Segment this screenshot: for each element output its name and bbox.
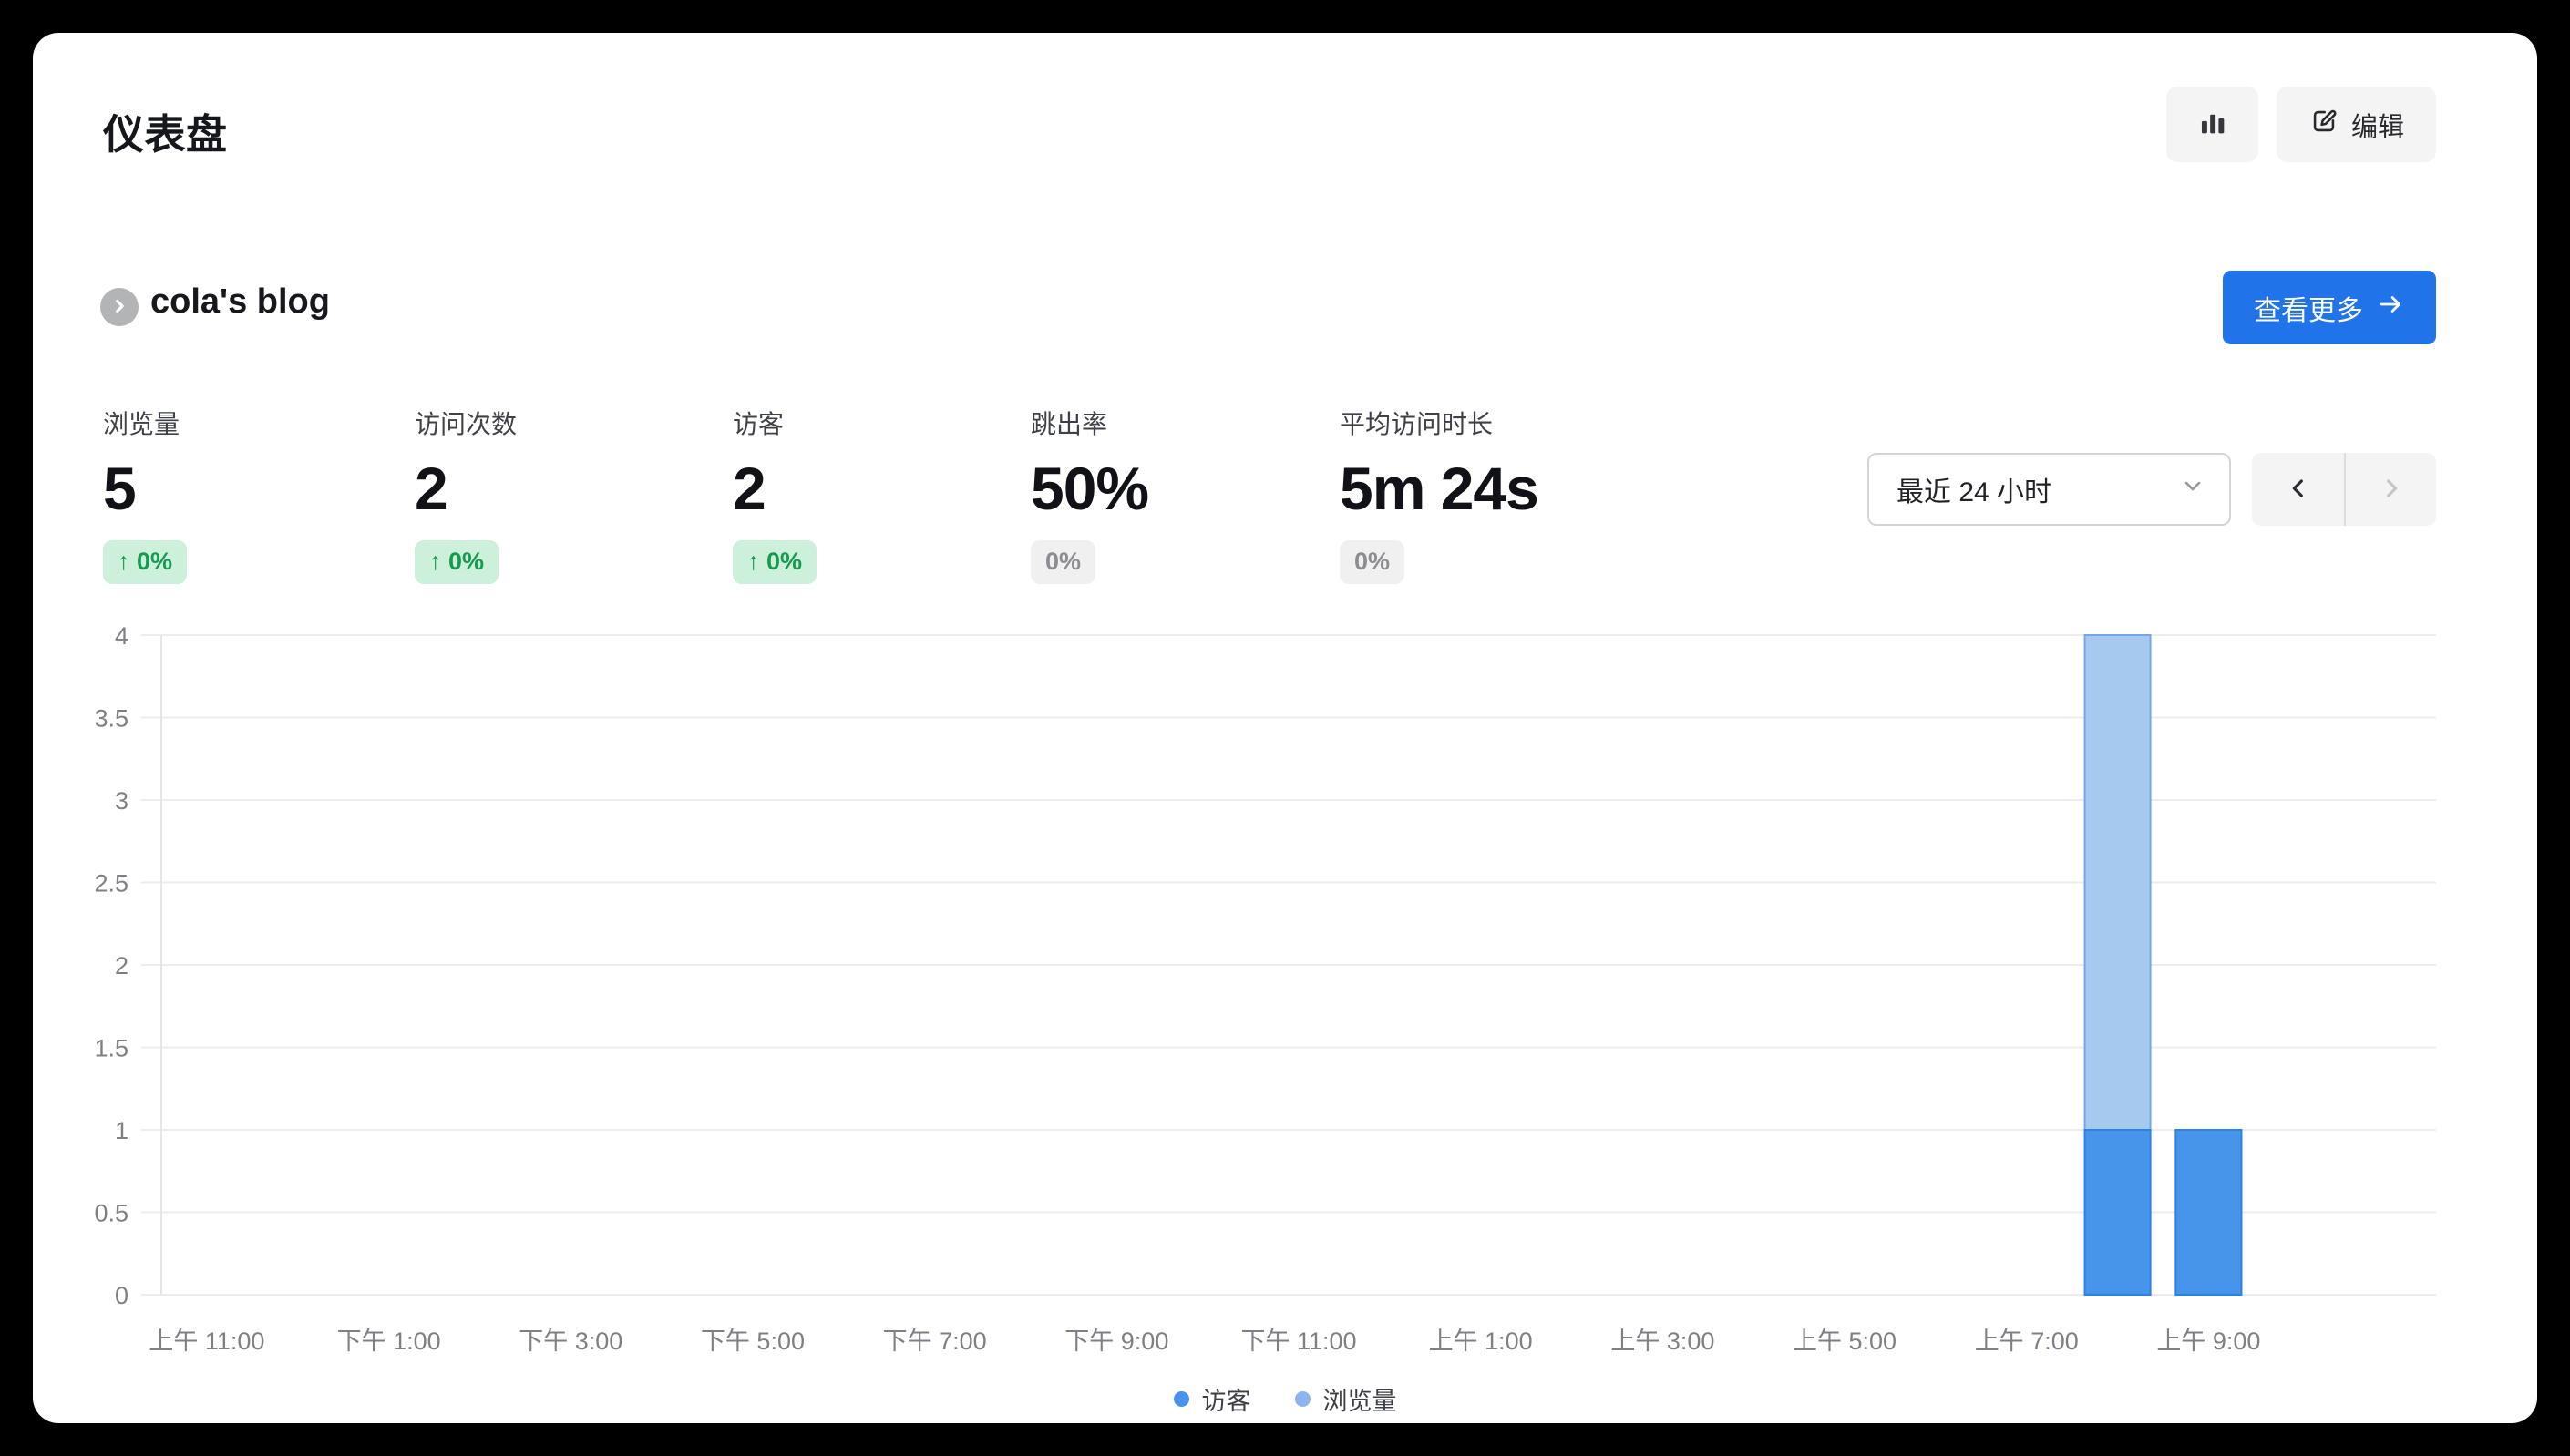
x-axis-tick-label: 上午 7:00 bbox=[1975, 1328, 2079, 1355]
y-axis-tick-label: 1.5 bbox=[94, 1035, 128, 1062]
stat-value: 5 bbox=[103, 455, 137, 522]
y-axis-tick-label: 3 bbox=[115, 787, 128, 815]
x-axis-tick-label: 上午 9:00 bbox=[2156, 1328, 2260, 1355]
edit-button[interactable]: 编辑 bbox=[2277, 87, 2436, 162]
arrow-right-icon bbox=[2378, 292, 2405, 323]
stat-value: 5m 24s bbox=[1340, 455, 1539, 522]
stat-label: 跳出率 bbox=[1031, 410, 1108, 438]
chart-view-toggle-button[interactable] bbox=[2166, 87, 2258, 162]
view-more-button[interactable]: 查看更多 bbox=[2223, 271, 2436, 344]
x-axis-tick-label: 下午 1:00 bbox=[337, 1328, 441, 1355]
chart-bar-访客 bbox=[2083, 1129, 2152, 1296]
x-axis-tick-label: 上午 5:00 bbox=[1793, 1328, 1897, 1355]
chevron-left-icon bbox=[2284, 474, 2313, 506]
legend-item: 浏览量 bbox=[1294, 1381, 1397, 1417]
legend-dot-icon bbox=[1173, 1391, 1189, 1407]
website-name-link[interactable]: cola's blog bbox=[150, 282, 330, 321]
chart-bar-浏览量 bbox=[2174, 1129, 2243, 1296]
date-range-value: 最近 24 小时 bbox=[1897, 477, 2052, 508]
stat-change-badge: ↑ 0% bbox=[415, 539, 499, 584]
chevron-right-disabled-icon bbox=[2377, 474, 2406, 506]
x-axis-tick-label: 下午 3:00 bbox=[519, 1328, 622, 1355]
previous-period-button[interactable] bbox=[2252, 453, 2344, 526]
stat-card: 平均访问时长 5m 24s 0% bbox=[1340, 405, 1539, 584]
edit-button-label: 编辑 bbox=[2350, 112, 2404, 142]
y-axis-tick-label: 2 bbox=[115, 952, 128, 979]
y-axis-tick-label: 3.5 bbox=[94, 705, 128, 733]
stat-label: 浏览量 bbox=[103, 410, 180, 438]
chart-legend: 访客 浏览量 bbox=[33, 1381, 2537, 1417]
view-more-label: 查看更多 bbox=[2254, 295, 2363, 326]
stat-card: 浏览量 5 ↑ 0% bbox=[103, 405, 188, 584]
stat-value: 50% bbox=[1031, 455, 1149, 522]
y-axis-tick-label: 0.5 bbox=[94, 1200, 128, 1227]
x-axis-tick-label: 上午 3:00 bbox=[1610, 1328, 1714, 1355]
x-axis-tick-label: 下午 11:00 bbox=[1240, 1328, 1356, 1355]
stat-change-badge: 0% bbox=[1031, 539, 1096, 584]
stat-card: 访问次数 2 ↑ 0% bbox=[415, 405, 517, 584]
legend-label: 浏览量 bbox=[1322, 1388, 1397, 1415]
stat-change-badge: ↑ 0% bbox=[733, 539, 817, 584]
chart-bar-访客 bbox=[2174, 1129, 2243, 1296]
date-range-select[interactable]: 最近 24 小时 bbox=[1867, 453, 2231, 526]
time-pager bbox=[2252, 453, 2436, 526]
bar-chart-icon bbox=[2197, 108, 2228, 141]
x-axis-tick-label: 下午 5:00 bbox=[701, 1328, 805, 1355]
chevron-down-icon bbox=[2180, 473, 2205, 506]
stat-change-badge: ↑ 0% bbox=[103, 539, 188, 584]
x-axis-tick-label: 上午 1:00 bbox=[1429, 1328, 1533, 1355]
website-expand-button[interactable] bbox=[100, 288, 139, 326]
stat-value: 2 bbox=[415, 455, 448, 522]
chevron-right-icon bbox=[109, 296, 129, 319]
chart-bar-浏览量 bbox=[2083, 634, 2152, 1296]
page-title: 仪表盘 bbox=[103, 111, 228, 158]
stat-card: 跳出率 50% 0% bbox=[1031, 405, 1149, 584]
traffic-chart: 0 0.5 1 1.5 2 2.5 3 3.5 4 上午 11:00 下午 1:00 下午 3:00 下… bbox=[94, 622, 2436, 1355]
dashboard-card: 仪表盘 编辑 cola's blog 查看更多 bbox=[33, 33, 2537, 1423]
x-axis-tick-label: 下午 7:00 bbox=[883, 1328, 987, 1355]
legend-dot-icon bbox=[1294, 1391, 1311, 1407]
legend-label: 访客 bbox=[1201, 1388, 1251, 1415]
y-axis-tick-label: 4 bbox=[115, 622, 128, 650]
pencil-square-icon bbox=[2308, 106, 2339, 144]
y-axis-tick-label: 0 bbox=[115, 1282, 128, 1309]
x-axis-tick-label: 下午 9:00 bbox=[1064, 1328, 1168, 1355]
y-axis-tick-label: 2.5 bbox=[94, 870, 128, 897]
stat-value: 2 bbox=[733, 455, 766, 522]
stat-card: 访客 2 ↑ 0% bbox=[733, 405, 817, 584]
stat-change-badge: 0% bbox=[1340, 539, 1405, 584]
stat-label: 平均访问时长 bbox=[1340, 410, 1494, 438]
stat-label: 访客 bbox=[733, 410, 785, 438]
y-axis-tick-label: 1 bbox=[115, 1117, 128, 1144]
stat-label: 访问次数 bbox=[415, 410, 518, 438]
x-axis-tick-label: 上午 11:00 bbox=[149, 1328, 264, 1355]
legend-item: 访客 bbox=[1173, 1381, 1251, 1417]
next-period-button[interactable] bbox=[2344, 453, 2436, 526]
